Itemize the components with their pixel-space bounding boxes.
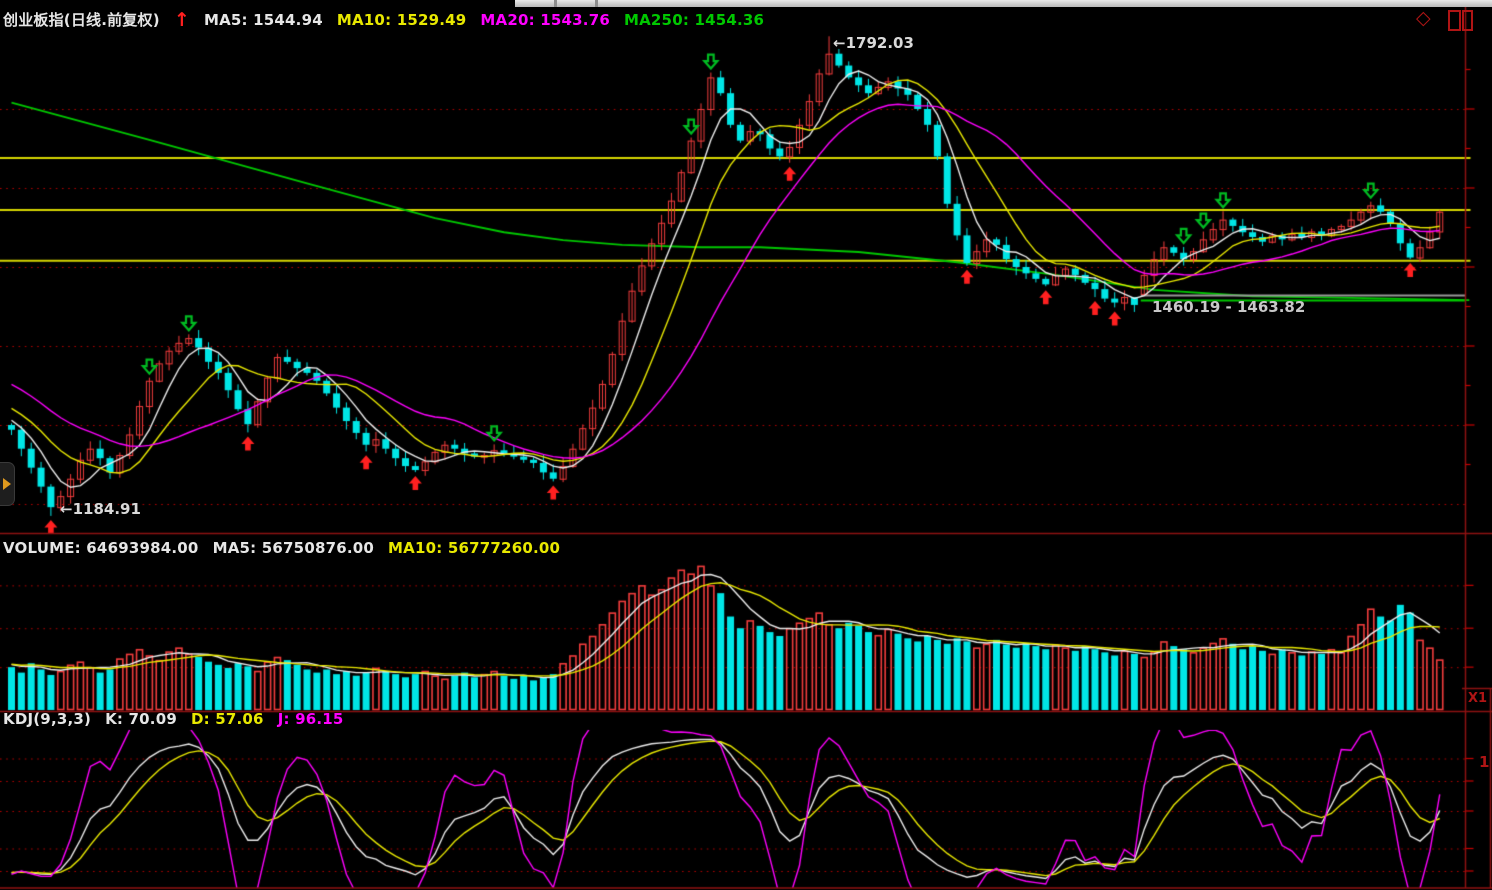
ma250-value-label: MA250: 1454.36 [623,10,765,29]
volume-pane-header: VOLUME: 64693984.00 MA5: 56750876.00 MA1… [3,539,560,557]
external-window-edge [515,0,1492,7]
restore-window-pane-left [1448,10,1461,31]
volume-value-label: VOLUME: 64693984.00 [3,539,199,557]
kdj-k-label: K: 70.09 [105,710,177,728]
up-arrow-icon: ↑ [173,8,190,31]
ma5-value-label: MA5: 1544.94 [203,10,323,29]
volume-ma10-label: MA10: 56777260.00 [388,539,561,557]
restore-window-pane-right [1462,10,1473,31]
ma10-value-label: MA10: 1529.49 [336,10,467,29]
high-price-annotation: ←1792.03 [833,34,914,52]
pane-multiplier-badge[interactable]: X1 [1468,691,1488,706]
kdj-d-label: D: 57.06 [190,710,264,728]
kdj-j-label: J: 96.15 [277,710,344,728]
gap-range-annotation: 1460.19 - 1463.82 [1152,298,1306,316]
window-edge-notch [595,0,598,7]
main-pane-header: 创业板指(日线.前复权) ↑ MA5: 1544.94 MA10: 1529.4… [3,9,764,30]
kdj-scale-label: 1 [1479,753,1490,771]
instrument-title: 创业板指(日线.前复权) [3,11,160,29]
volume-ma5-label: MA5: 56750876.00 [212,539,375,557]
ma20-value-label: MA20: 1543.76 [480,10,610,29]
kdj-indicator-label: KDJ(9,3,3) [3,710,92,728]
diamond-icon[interactable]: ◇ [1416,7,1431,29]
restore-window-icon[interactable] [1448,10,1473,31]
window-edge-notch [554,0,557,7]
panel-expand-button[interactable] [0,462,15,506]
kdj-pane-header: KDJ(9,3,3) K: 70.09 D: 57.06 J: 96.15 [3,710,344,728]
low-price-annotation: ←1184.91 [60,500,141,518]
expand-right-icon [3,478,11,490]
